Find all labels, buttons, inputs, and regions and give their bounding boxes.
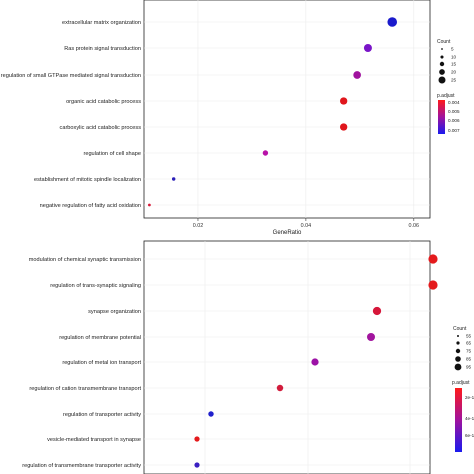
panel-2-legend-size-dot: [457, 335, 459, 337]
panel-2-category-label: regulation of transmembrane transporter …: [22, 463, 141, 469]
panel-2-point: [194, 462, 200, 468]
panel-1-category-labels: extracellular matrix organization Ras pro…: [1, 20, 141, 209]
panel-2-point: [276, 384, 284, 392]
panel-1-legend-size-label: 10: [451, 55, 457, 60]
panel-2-legend-size-label: 95: [466, 365, 472, 370]
panel-2-grid: [144, 241, 430, 474]
panel-1-legend-color-tick: 0.005: [448, 109, 460, 114]
panel-2-category-label: modulation of chemical synaptic transmis…: [29, 257, 141, 263]
panel-1-point: [339, 97, 348, 105]
panel-1-point: [387, 17, 398, 27]
panel-2-point: [366, 332, 376, 342]
panel-2-legend-colorbar: [455, 388, 462, 452]
panel-1-grid: [144, 0, 430, 218]
panel-1-legend-color-tick: 0.007: [448, 128, 460, 133]
panel-1-point: [171, 177, 176, 181]
panel-1-category-label: carboxylic acid catabolic process: [60, 125, 142, 131]
panel-1-point: [147, 203, 151, 207]
panel-2-point: [428, 280, 438, 290]
panel-1-legend-size-dot: [439, 69, 445, 75]
panel-2-legend: Count 55 65 75 85 95 p.adjust 2e-11 4e-11 6e-11: [452, 326, 474, 452]
panel-2-legend-size-dot: [455, 348, 461, 354]
panel-1-legend-size-label: 20: [451, 70, 457, 75]
panel-2-category-label: regulation of metal ion transport: [62, 360, 141, 366]
panel-2-point: [208, 411, 214, 417]
panel-1-legend-size-dot: [438, 76, 446, 84]
panel-1-legend-size-label: 15: [451, 62, 457, 67]
panel-1-category-label: Ras protein signal transduction: [64, 46, 141, 52]
panel-2-point: [311, 358, 319, 366]
panel-2-legend-color-tick: 2e-11: [465, 395, 474, 400]
panel-1-category-label: extracellular matrix organization: [62, 20, 141, 26]
panel-2-point: [372, 306, 382, 316]
panel-1-x-axis-label: GeneRatio: [273, 230, 302, 236]
panel-2-legend-size-label: 85: [466, 357, 472, 362]
panel-1-legend-colorbar: [438, 100, 445, 134]
panel-1-legend-count-title: Count: [437, 39, 451, 45]
panel-1-point: [262, 150, 269, 156]
panel-2-frame: [143, 240, 431, 474]
panel-1-category-label: establishment of mitotic spindle localiz…: [34, 177, 141, 183]
panel-2-legend-size-label: 65: [466, 341, 472, 346]
panel-2-category-label: synapse organization: [88, 309, 141, 315]
panel-1-x-tick-label: 0.04: [301, 223, 312, 229]
panel-2-legend-color-title: p.adjust: [452, 380, 470, 386]
panel-1-points: [147, 17, 398, 207]
panel-1-legend-size-label: 5: [451, 47, 454, 52]
panel-2-legend-size-label: 55: [466, 334, 472, 339]
panel-1-legend-color-title: p.adjust: [437, 93, 455, 99]
panel-1-x-tick-label: 0.02: [193, 223, 204, 229]
panel-1-category-label: regulation of small GTPase mediated sign…: [1, 73, 141, 79]
panel-2-category-labels: modulation of chemical synaptic transmis…: [22, 257, 141, 469]
panel-1-legend-color-tick: 0.006: [448, 118, 460, 123]
panel-2-legend-size-label: 75: [466, 349, 472, 354]
panel-1-legend-size-label: 25: [451, 78, 457, 83]
panel-1-legend-size-dot: [439, 61, 445, 67]
panel-1-x-ticks: 0.02 0.04 0.06: [193, 218, 419, 229]
panel-2-category-label: regulation of trans-synaptic signaling: [50, 283, 141, 289]
panel-1-point: [353, 71, 361, 79]
panel-1-legend-size-dot: [440, 55, 444, 59]
panel-1-frame: [143, 0, 431, 219]
panel-1-legend-size-dot: [441, 48, 443, 50]
panel-2-category-label: regulation of membrane potential: [59, 335, 141, 341]
panel-1-legend-color-tick: 0.004: [448, 100, 460, 105]
panel-1-point: [339, 123, 348, 131]
panel-2-point: [194, 436, 200, 442]
panel-2-legend-color-tick: 6e-11: [465, 433, 474, 438]
panel-2-category-label: regulation of cation transmembrane trans…: [29, 386, 141, 392]
panel-1-x-tick-label: 0.06: [409, 223, 420, 229]
panel-2-category-label: regulation of transporter activity: [63, 412, 141, 418]
panel-2-legend-size-dot: [454, 363, 462, 371]
panel-1-category-label: organic acid catabolic process: [66, 99, 141, 105]
panel-2-legend-color-tick: 4e-11: [465, 416, 474, 421]
panel-2-category-label: vesicle-mediated transport in synapse: [47, 437, 141, 443]
panel-2-legend-size-dot: [455, 356, 461, 362]
panel-1-category-label: negative regulation of fatty acid oxidat…: [40, 203, 141, 209]
panel-2-legend-size-dot: [456, 341, 460, 345]
panel-2-point: [428, 254, 438, 264]
panel-1-category-label: regulation of cell shape: [83, 151, 141, 157]
panel-2-points: [194, 254, 438, 468]
panel-2-legend-count-title: Count: [453, 326, 467, 332]
panel-1-point: [363, 44, 372, 52]
